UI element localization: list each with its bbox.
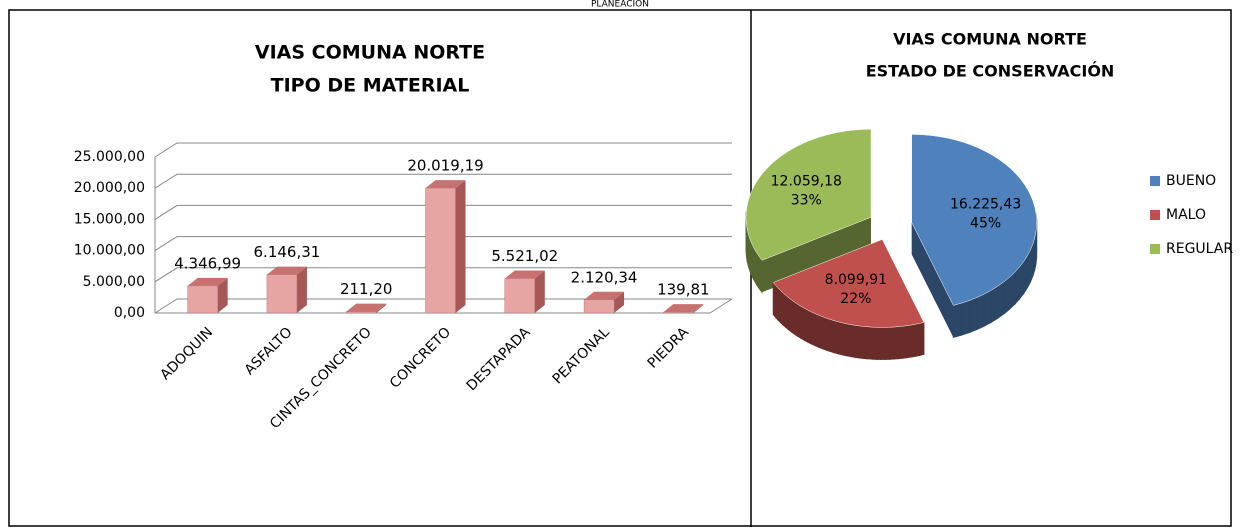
slice-rim bbox=[804, 308, 807, 342]
value-label: 16.225,43 bbox=[950, 196, 1021, 212]
slice-rim bbox=[877, 327, 881, 359]
slice-rim bbox=[991, 286, 998, 322]
slice-rim bbox=[911, 324, 915, 357]
value-label: 139,81 bbox=[657, 281, 710, 299]
chart-subtitle: ESTADO DE CONSERVACIÓN bbox=[866, 62, 1115, 81]
slice-rim bbox=[898, 326, 902, 358]
slice-rim bbox=[872, 327, 876, 359]
slice-rim bbox=[881, 327, 885, 359]
slice-rim bbox=[890, 327, 894, 359]
slice-rim bbox=[801, 306, 804, 340]
bar bbox=[267, 275, 297, 313]
value-label: 12.059,18 bbox=[771, 174, 842, 190]
bar bbox=[188, 286, 218, 313]
value-label: 4.346,99 bbox=[174, 254, 241, 272]
slice-rim bbox=[864, 326, 868, 358]
slice-rim bbox=[907, 325, 911, 358]
percent-label: 22% bbox=[840, 291, 871, 307]
slice-rim bbox=[811, 312, 815, 346]
chart-title: VIAS COMUNA NORTE bbox=[255, 42, 485, 64]
value-label: 6.146,31 bbox=[254, 243, 321, 261]
x-tick-label: PIEDRA bbox=[645, 324, 693, 372]
slice-rim bbox=[961, 300, 969, 335]
slice-rim bbox=[868, 327, 872, 359]
chart-title: VIAS COMUNA NORTE bbox=[893, 30, 1087, 49]
x-tick-label: ADOQUIN bbox=[157, 324, 216, 383]
legend-label: REGULAR bbox=[1166, 241, 1233, 257]
bar-side bbox=[456, 180, 466, 313]
slice-rim bbox=[1024, 256, 1028, 294]
value-label: 8.099,91 bbox=[825, 272, 887, 288]
legend-swatch bbox=[1150, 176, 1160, 186]
slice-rim bbox=[859, 326, 863, 359]
x-tick-label: PEATONAL bbox=[550, 324, 613, 387]
bar bbox=[505, 279, 535, 313]
bar bbox=[584, 300, 614, 313]
y-tick-label: 10.000,00 bbox=[74, 243, 145, 259]
slice-rim bbox=[819, 315, 823, 349]
grid-line bbox=[155, 143, 732, 157]
slice-rim bbox=[834, 321, 838, 354]
slice-rim bbox=[838, 322, 842, 355]
slice-rim bbox=[822, 317, 826, 350]
slice-rim bbox=[920, 322, 924, 355]
bar-top bbox=[346, 304, 386, 312]
page-header: PLANEACIÓN bbox=[591, 0, 649, 10]
slice-rim bbox=[1004, 277, 1010, 314]
slice-rim bbox=[998, 282, 1004, 318]
legend-label: MALO bbox=[1166, 207, 1206, 223]
slice-rim bbox=[953, 303, 961, 337]
slice-rim bbox=[847, 324, 851, 357]
slice-rim bbox=[984, 290, 991, 326]
slice-rim bbox=[1019, 262, 1023, 299]
slice-rim bbox=[826, 318, 830, 351]
bar bbox=[346, 312, 376, 313]
slice-rim bbox=[894, 327, 898, 359]
x-tick-label: ASFALTO bbox=[242, 324, 296, 378]
slice-rim bbox=[1010, 272, 1015, 309]
slice-rim bbox=[808, 310, 812, 344]
x-tick-label: DESTAPADA bbox=[464, 324, 534, 394]
slice-rim bbox=[830, 319, 834, 352]
chart-subtitle: TIPO DE MATERIAL bbox=[271, 75, 470, 97]
slice-rim bbox=[815, 314, 819, 348]
slice-rim bbox=[855, 325, 859, 358]
slice-rim bbox=[903, 326, 907, 359]
bar bbox=[426, 188, 456, 313]
y-tick-label: 0,00 bbox=[114, 305, 145, 321]
slice-rim bbox=[885, 327, 889, 359]
legend-swatch bbox=[1150, 244, 1160, 254]
bar-top bbox=[663, 304, 703, 312]
y-tick-label: 25.000,00 bbox=[74, 149, 145, 165]
bar bbox=[663, 312, 693, 313]
slice-rim bbox=[977, 294, 984, 329]
percent-label: 33% bbox=[791, 193, 822, 209]
value-label: 20.019,19 bbox=[407, 157, 483, 175]
value-label: 2.120,34 bbox=[571, 268, 638, 286]
y-tick-label: 15.000,00 bbox=[74, 211, 145, 227]
slice-rim bbox=[916, 323, 920, 356]
y-tick-label: 20.000,00 bbox=[74, 180, 145, 196]
legend-label: BUENO bbox=[1166, 173, 1216, 189]
slice-rim bbox=[969, 297, 977, 332]
percent-label: 45% bbox=[970, 215, 1001, 231]
x-tick-label: CONCRETO bbox=[387, 324, 454, 391]
slice-rim bbox=[1015, 267, 1020, 304]
value-label: 5.521,02 bbox=[491, 247, 558, 265]
slice-rim bbox=[842, 323, 846, 356]
y-tick-label: 5.000,00 bbox=[83, 274, 145, 290]
slice-rim bbox=[851, 325, 855, 358]
legend-swatch bbox=[1150, 210, 1160, 220]
bar-side bbox=[297, 267, 307, 313]
value-label: 211,20 bbox=[340, 280, 393, 298]
axis bbox=[710, 299, 732, 313]
slice-rim bbox=[773, 283, 775, 318]
